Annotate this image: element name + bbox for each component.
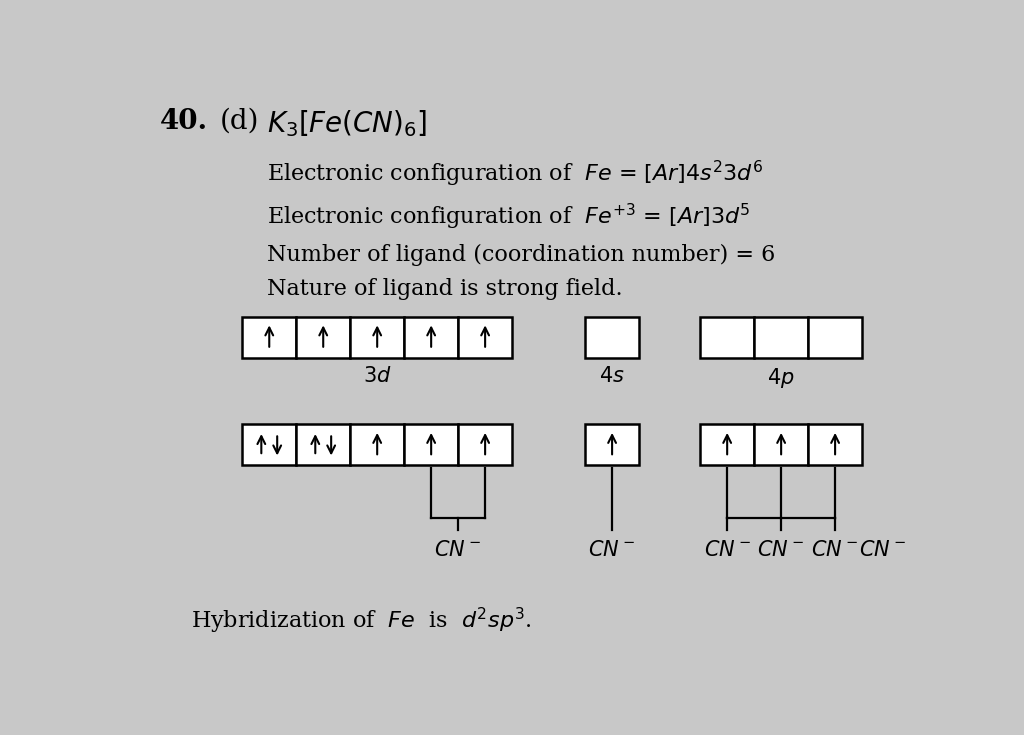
Text: Nature of ligand is strong field.: Nature of ligand is strong field. bbox=[267, 278, 623, 300]
FancyBboxPatch shape bbox=[585, 317, 639, 358]
FancyBboxPatch shape bbox=[296, 424, 350, 465]
FancyBboxPatch shape bbox=[754, 424, 808, 465]
FancyBboxPatch shape bbox=[404, 317, 458, 358]
Text: $K_3[Fe(CN)_6]$: $K_3[Fe(CN)_6]$ bbox=[267, 108, 427, 139]
Text: Number of ligand (coordination number) = 6: Number of ligand (coordination number) =… bbox=[267, 244, 775, 266]
Text: Electronic configuration of  $\mathit{Fe}^{+3}$ = $[Ar]3d^5$: Electronic configuration of $\mathit{Fe}… bbox=[267, 201, 751, 232]
Text: (d): (d) bbox=[219, 108, 259, 135]
FancyBboxPatch shape bbox=[585, 424, 639, 465]
Text: $CN^-$: $CN^-$ bbox=[703, 539, 751, 560]
FancyBboxPatch shape bbox=[808, 424, 862, 465]
FancyBboxPatch shape bbox=[404, 424, 458, 465]
Text: $CN^-$: $CN^-$ bbox=[758, 539, 805, 560]
FancyBboxPatch shape bbox=[458, 317, 512, 358]
FancyBboxPatch shape bbox=[243, 424, 296, 465]
FancyBboxPatch shape bbox=[243, 317, 296, 358]
FancyBboxPatch shape bbox=[754, 317, 808, 358]
FancyBboxPatch shape bbox=[350, 424, 404, 465]
Text: Electronic configuration of  $\mathit{Fe}$ = $[Ar]4s^23d^6$: Electronic configuration of $\mathit{Fe}… bbox=[267, 159, 764, 189]
Text: $CN^-$: $CN^-$ bbox=[859, 539, 906, 560]
FancyBboxPatch shape bbox=[296, 317, 350, 358]
FancyBboxPatch shape bbox=[700, 424, 754, 465]
FancyBboxPatch shape bbox=[458, 424, 512, 465]
FancyBboxPatch shape bbox=[700, 317, 754, 358]
Text: $CN^-$: $CN^-$ bbox=[589, 539, 636, 560]
FancyBboxPatch shape bbox=[808, 317, 862, 358]
Text: $4s$: $4s$ bbox=[599, 365, 625, 386]
FancyBboxPatch shape bbox=[350, 317, 404, 358]
Text: $3d$: $3d$ bbox=[362, 365, 391, 386]
Text: $4p$: $4p$ bbox=[767, 365, 795, 390]
Text: Hybridization of  $\mathit{Fe}$  is  $d^2sp^3$.: Hybridization of $\mathit{Fe}$ is $d^2sp… bbox=[191, 606, 532, 637]
Text: $CN^-$: $CN^-$ bbox=[811, 539, 859, 560]
Text: 40.: 40. bbox=[160, 108, 208, 135]
Text: $CN^-$: $CN^-$ bbox=[434, 539, 482, 560]
